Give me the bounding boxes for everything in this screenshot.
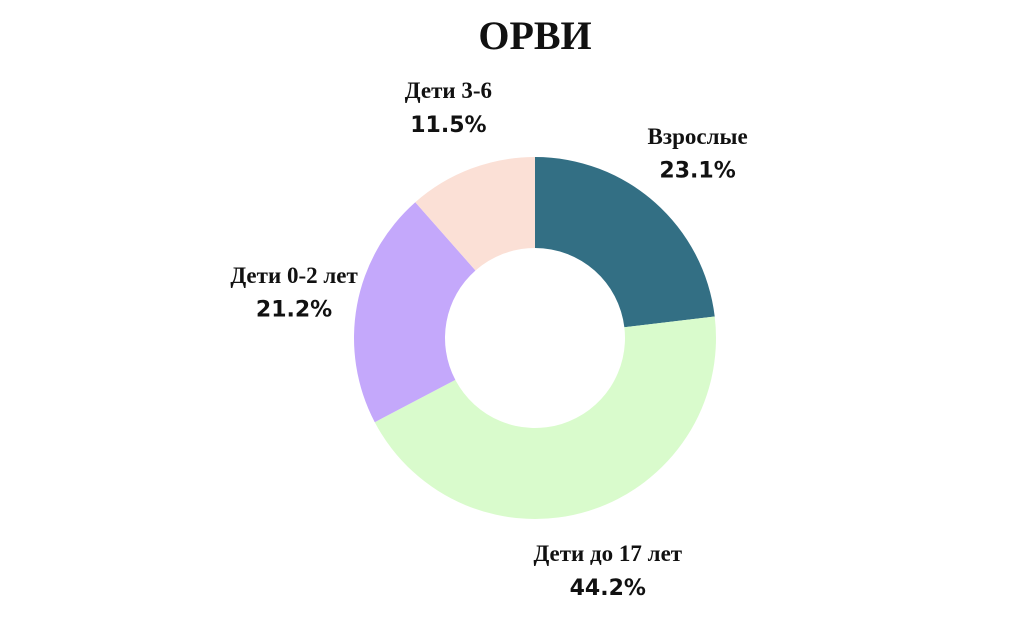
slice-label: Дети 3-6 [405,78,492,103]
donut-slice [374,316,717,520]
slice-value: 44.2% [570,576,646,601]
slice-label: Дети 0-2 лет [230,263,358,288]
chart-title: ОРВИ [478,13,591,58]
slice-label: Дети до 17 лет [533,541,682,566]
donut-slice [535,157,715,328]
slice-value: 11.5% [410,113,486,138]
slice-value: 21.2% [256,298,332,323]
slice-label: Взрослые [648,124,748,149]
slice-value: 23.1% [659,159,735,184]
donut-slice [415,157,535,271]
donut-slice [354,202,476,423]
